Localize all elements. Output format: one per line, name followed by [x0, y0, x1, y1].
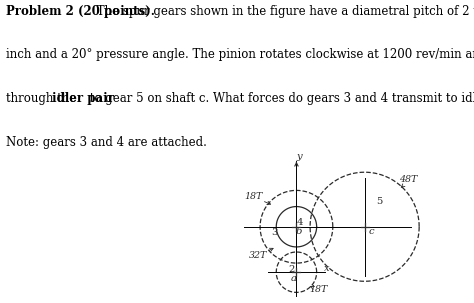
Text: y: y — [296, 152, 302, 161]
Text: a: a — [291, 274, 297, 283]
Text: through the: through the — [6, 92, 80, 105]
Text: to gear 5 on shaft c. What forces do gears 3 and 4 transmit to idler shaft?: to gear 5 on shaft c. What forces do gea… — [86, 92, 474, 105]
Text: Problem 2 (20 points).: Problem 2 (20 points). — [6, 5, 155, 18]
Text: x: x — [324, 264, 329, 273]
Text: 4: 4 — [297, 218, 303, 227]
Text: 48T: 48T — [399, 175, 418, 184]
Text: 18T: 18T — [245, 192, 263, 201]
Text: idler pair: idler pair — [52, 92, 114, 105]
Text: The spur gears shown in the figure have a diametral pitch of 2 teeth per: The spur gears shown in the figure have … — [93, 5, 474, 18]
Text: 18T: 18T — [310, 285, 328, 295]
Text: inch and a 20° pressure angle. The pinion rotates clockwise at 1200 rev/min and : inch and a 20° pressure angle. The pinio… — [6, 48, 474, 62]
Text: b: b — [295, 227, 301, 236]
Text: Note: gears 3 and 4 are attached.: Note: gears 3 and 4 are attached. — [6, 136, 207, 149]
Text: c: c — [369, 227, 374, 236]
Text: 3: 3 — [272, 228, 278, 237]
Text: 2: 2 — [288, 265, 294, 274]
Text: 5: 5 — [376, 197, 383, 206]
Text: 32T: 32T — [249, 251, 267, 260]
